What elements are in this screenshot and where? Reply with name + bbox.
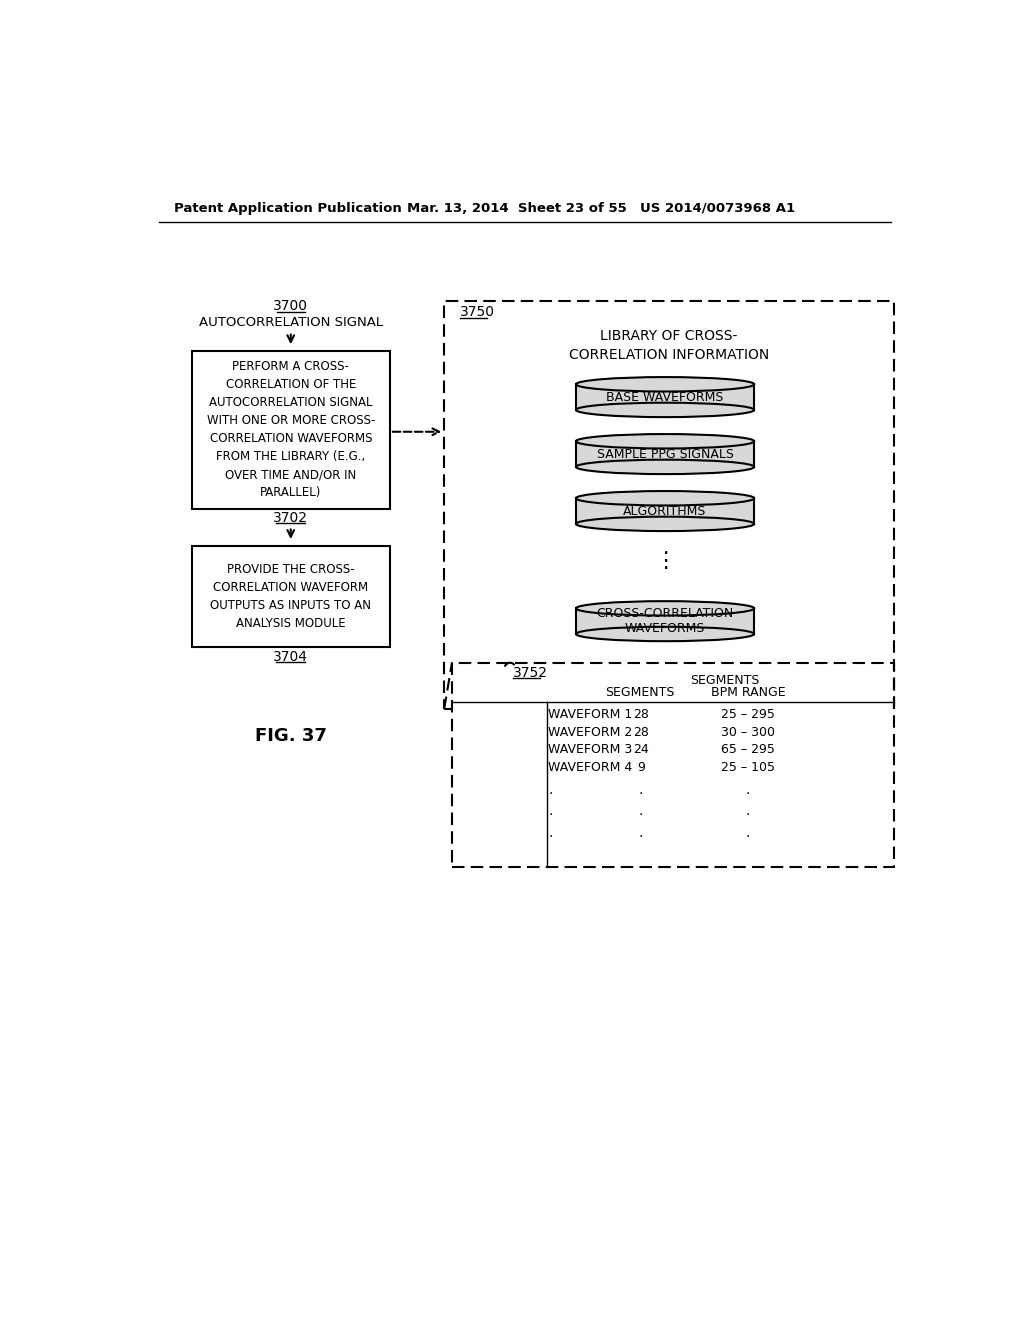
- Ellipse shape: [575, 601, 755, 615]
- Text: CROSS-CORRELATION
WAVEFORMS: CROSS-CORRELATION WAVEFORMS: [596, 607, 734, 635]
- Text: 24: 24: [633, 743, 649, 756]
- Text: .: .: [548, 804, 552, 818]
- Ellipse shape: [575, 459, 755, 474]
- Text: 28: 28: [633, 726, 649, 739]
- Bar: [575, 498, 755, 524]
- Text: .: .: [548, 783, 552, 797]
- FancyBboxPatch shape: [191, 545, 390, 647]
- Text: 3704: 3704: [273, 649, 308, 664]
- Text: .: .: [745, 826, 751, 840]
- FancyBboxPatch shape: [452, 663, 894, 867]
- Text: FIG. 37: FIG. 37: [255, 727, 327, 744]
- Text: US 2014/0073968 A1: US 2014/0073968 A1: [640, 202, 795, 215]
- Text: SAMPLE PPG SIGNALS: SAMPLE PPG SIGNALS: [597, 447, 733, 461]
- Ellipse shape: [575, 403, 755, 417]
- Text: PROVIDE THE CROSS-
CORRELATION WAVEFORM
OUTPUTS AS INPUTS TO AN
ANALYSIS MODULE: PROVIDE THE CROSS- CORRELATION WAVEFORM …: [210, 564, 372, 630]
- Text: BASE WAVEFORMS: BASE WAVEFORMS: [606, 391, 724, 404]
- Text: 25 – 105: 25 – 105: [721, 760, 775, 774]
- FancyBboxPatch shape: [191, 351, 390, 508]
- Text: WAVEFORM 2: WAVEFORM 2: [548, 726, 632, 739]
- Bar: [575, 384, 755, 411]
- Text: ⋮: ⋮: [654, 552, 676, 572]
- Text: .: .: [639, 783, 643, 797]
- Text: 3700: 3700: [273, 300, 308, 313]
- Text: 30 – 300: 30 – 300: [721, 726, 775, 739]
- Text: Mar. 13, 2014  Sheet 23 of 55: Mar. 13, 2014 Sheet 23 of 55: [407, 202, 627, 215]
- Ellipse shape: [575, 378, 755, 392]
- Text: 3750: 3750: [460, 305, 495, 319]
- Text: .: .: [639, 826, 643, 840]
- Text: .: .: [639, 804, 643, 818]
- Text: WAVEFORM 1: WAVEFORM 1: [548, 708, 632, 721]
- Text: 3702: 3702: [273, 511, 308, 525]
- Bar: [575, 609, 755, 634]
- Text: BPM RANGE: BPM RANGE: [711, 685, 785, 698]
- Text: .: .: [745, 783, 751, 797]
- Text: 65 – 295: 65 – 295: [721, 743, 775, 756]
- Ellipse shape: [575, 434, 755, 449]
- Text: 9: 9: [637, 760, 645, 774]
- Bar: [575, 441, 755, 467]
- Text: PERFORM A CROSS-
CORRELATION OF THE
AUTOCORRELATION SIGNAL
WITH ONE OR MORE CROS: PERFORM A CROSS- CORRELATION OF THE AUTO…: [207, 360, 375, 499]
- Ellipse shape: [575, 491, 755, 506]
- Text: 28: 28: [633, 708, 649, 721]
- Text: .: .: [548, 826, 552, 840]
- Text: LIBRARY OF CROSS-
CORRELATION INFORMATION: LIBRARY OF CROSS- CORRELATION INFORMATIO…: [568, 329, 769, 362]
- Text: ALGORITHMS: ALGORITHMS: [624, 504, 707, 517]
- Text: WAVEFORM 3: WAVEFORM 3: [548, 743, 632, 756]
- Ellipse shape: [575, 516, 755, 531]
- Text: 25 – 295: 25 – 295: [721, 708, 775, 721]
- Text: SEGMENTS: SEGMENTS: [690, 675, 760, 686]
- FancyBboxPatch shape: [444, 301, 894, 709]
- Text: AUTOCORRELATION SIGNAL: AUTOCORRELATION SIGNAL: [199, 315, 383, 329]
- Ellipse shape: [575, 627, 755, 642]
- Text: 3752: 3752: [513, 665, 548, 680]
- Text: .: .: [745, 804, 751, 818]
- Text: Patent Application Publication: Patent Application Publication: [174, 202, 402, 215]
- Text: SEGMENTS: SEGMENTS: [605, 685, 674, 698]
- Text: WAVEFORM 4: WAVEFORM 4: [548, 760, 632, 774]
